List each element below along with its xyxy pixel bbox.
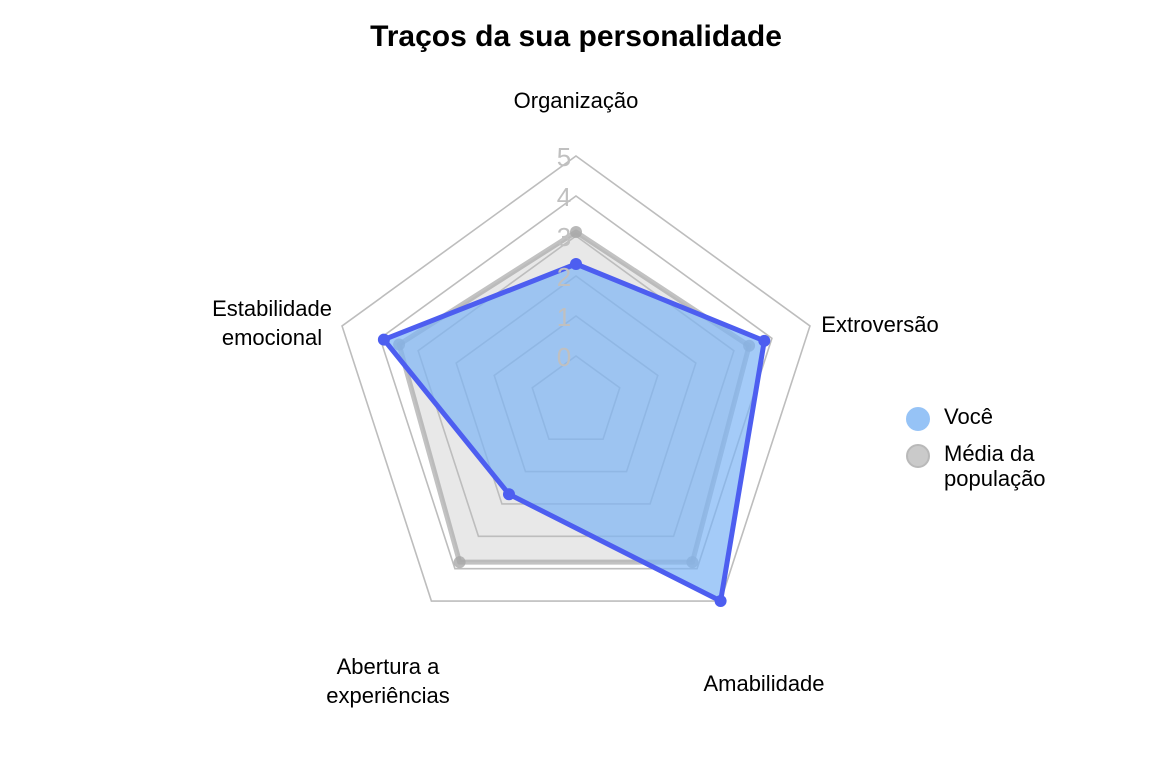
grid-ring-5	[341, 155, 811, 602]
tick-label-4: 4	[557, 182, 571, 212]
radar-axis-labels: Organização Extroversão Amabilidade Abertur…	[212, 88, 939, 708]
series-1-point-3	[502, 488, 515, 501]
tick-label-5: 5	[557, 142, 571, 172]
axis-label-4-line-0: Estabilidade	[212, 296, 332, 321]
legend-item-media: Média da população	[906, 441, 1046, 491]
legend-swatch-voce	[906, 407, 930, 431]
axis-label-3-line-0: Abertura a	[337, 654, 440, 679]
tick-label-0: 0	[557, 342, 571, 372]
radar-tick-labels: 0 1 2 3 4 5	[557, 142, 571, 372]
axis-label-4-line-1: emocional	[222, 325, 322, 350]
tick-label-3: 3	[557, 222, 571, 252]
legend-swatch-media	[906, 444, 930, 468]
tick-label-1: 1	[557, 302, 571, 332]
series-area-1	[381, 261, 767, 604]
radar-series	[377, 226, 771, 608]
axis-label-2: Amabilidade	[703, 671, 824, 696]
tick-label-2: 2	[557, 262, 571, 292]
chart-title: Traços da sua personalidade	[370, 20, 782, 53]
series-1-point-0	[570, 258, 582, 270]
legend-label-voce: Você	[944, 404, 993, 429]
axis-label-1: Extroversão	[821, 312, 938, 337]
axis-label-0: Organização	[514, 88, 639, 113]
legend-item-voce: Você	[906, 404, 1046, 431]
axis-label-3-line-1: experiências	[326, 683, 450, 708]
legend-label-media: Média da população	[944, 441, 1046, 491]
series-1-point-4	[377, 333, 390, 346]
grid-ring-4	[379, 195, 773, 570]
series-1-point-1	[758, 334, 771, 347]
legend: Você Média da população	[906, 404, 1046, 501]
series-1-point-2	[714, 595, 727, 608]
series-0-point-3	[453, 556, 466, 569]
series-0-point-0	[570, 226, 582, 238]
